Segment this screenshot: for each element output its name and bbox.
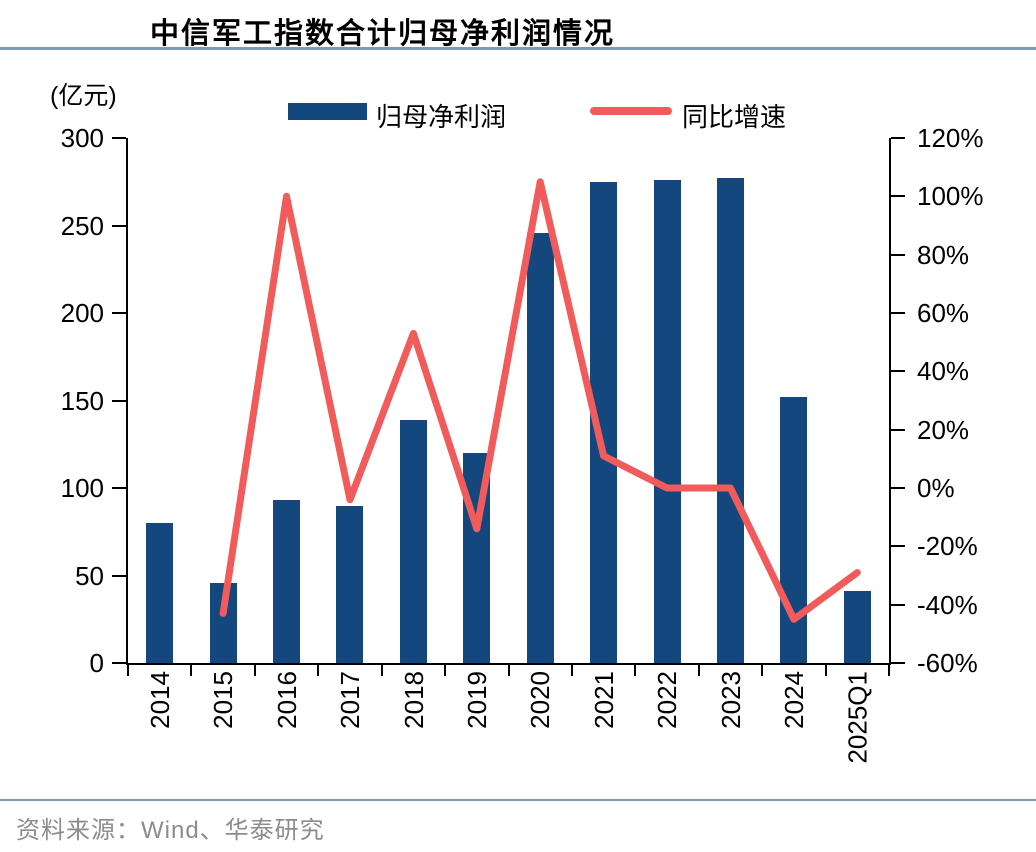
left-axis-tick-label: 50 bbox=[75, 560, 104, 591]
left-axis-tick bbox=[112, 662, 126, 664]
bar-2014 bbox=[146, 523, 174, 663]
right-axis-tick-label: -20% bbox=[917, 531, 978, 562]
right-axis-tick-label: 80% bbox=[917, 239, 970, 270]
right-axis-tick-label: 60% bbox=[917, 298, 970, 328]
legend-bar-label: 归母净利润 bbox=[376, 102, 507, 132]
x-axis-tick bbox=[634, 663, 637, 676]
left-axis-tick-label: 250 bbox=[60, 210, 104, 241]
x-axis-tick bbox=[570, 663, 573, 676]
right-axis-tick-label: 20% bbox=[917, 414, 970, 445]
right-axis-tick bbox=[891, 603, 905, 606]
right-axis-tick bbox=[891, 487, 905, 489]
bar-2023 bbox=[716, 178, 744, 663]
left-axis-line bbox=[126, 138, 128, 665]
left-axis-tick bbox=[112, 137, 126, 139]
right-axis-tick-label: 40% bbox=[917, 356, 970, 387]
right-axis-tick bbox=[891, 312, 905, 314]
right-axis-tick bbox=[891, 370, 905, 373]
bar-2025Q1 bbox=[843, 591, 871, 663]
legend-bar-swatch-icon bbox=[288, 103, 367, 120]
right-axis-tick bbox=[891, 137, 905, 139]
bar-2018 bbox=[399, 419, 427, 663]
title-divider bbox=[0, 47, 1036, 50]
left-axis-unit-label: (亿元) bbox=[50, 82, 117, 110]
x-axis-tick bbox=[127, 663, 129, 676]
left-axis-tick-label: 0 bbox=[89, 648, 104, 678]
footer-divider bbox=[0, 799, 1036, 801]
right-axis-tick-label: -60% bbox=[917, 648, 978, 678]
x-axis-tick bbox=[888, 663, 890, 676]
left-axis-tick bbox=[112, 312, 126, 314]
bar-2020 bbox=[526, 232, 554, 663]
left-axis-tick bbox=[112, 487, 126, 489]
x-axis-tick bbox=[190, 663, 193, 676]
bar-2016 bbox=[273, 500, 301, 663]
legend-line-swatch-icon bbox=[590, 107, 672, 115]
right-axis-tick-label: 120% bbox=[917, 123, 984, 153]
right-axis-tick-label: 0% bbox=[917, 473, 955, 503]
x-axis-tick bbox=[253, 663, 256, 676]
legend-line-label: 同比增速 bbox=[682, 102, 787, 132]
left-axis-tick-label: 200 bbox=[60, 298, 104, 328]
right-axis-tick bbox=[891, 545, 905, 548]
left-axis-tick bbox=[112, 574, 126, 577]
x-axis-tick bbox=[761, 663, 764, 676]
right-axis-tick-label: -40% bbox=[917, 589, 978, 620]
x-axis-tick bbox=[444, 663, 447, 676]
x-axis-tick bbox=[317, 663, 320, 676]
right-axis-tick bbox=[891, 195, 905, 198]
chart-title: 中信军工指数合计归母净利润情况 bbox=[150, 16, 616, 50]
x-axis-tick bbox=[507, 663, 510, 676]
left-axis-tick-label: 100 bbox=[60, 473, 104, 503]
right-axis-line bbox=[889, 138, 891, 665]
right-axis-tick bbox=[891, 253, 905, 256]
right-axis-tick bbox=[891, 428, 905, 431]
left-axis-tick bbox=[112, 399, 126, 402]
bar-2017 bbox=[336, 505, 364, 663]
bar-2022 bbox=[653, 180, 681, 663]
right-axis-tick-label: 100% bbox=[917, 181, 984, 212]
left-axis-tick-label: 150 bbox=[60, 385, 104, 416]
x-axis-tick bbox=[380, 663, 383, 676]
left-axis-tick bbox=[112, 224, 126, 227]
left-axis-tick-label: 300 bbox=[60, 123, 104, 153]
x-axis-tick bbox=[697, 663, 700, 676]
x-axis-tick bbox=[824, 663, 827, 676]
source-note: 资料来源：Wind、华泰研究 bbox=[16, 817, 325, 844]
right-axis-tick bbox=[891, 662, 905, 664]
